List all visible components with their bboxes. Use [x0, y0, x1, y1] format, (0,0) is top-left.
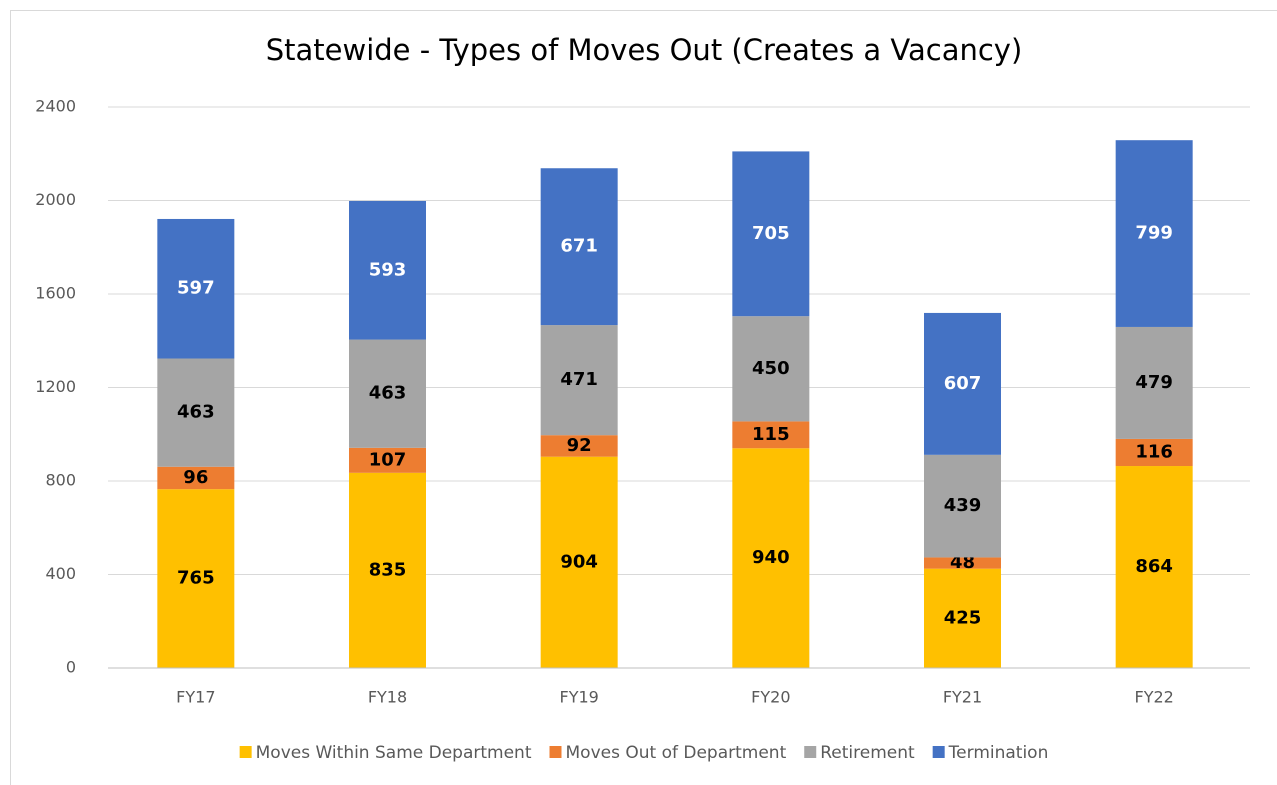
- bar-segment: [924, 312, 1001, 455]
- x-tick-label: FY18: [368, 688, 407, 707]
- bar-segment: [540, 435, 618, 457]
- legend-label: Retirement: [820, 743, 915, 763]
- data-label: 107: [369, 449, 407, 470]
- x-tick-label: FY22: [1134, 688, 1173, 707]
- data-label: 593: [369, 259, 407, 280]
- bar-segment: [1115, 326, 1193, 439]
- legend-label: Moves Out of Department: [566, 743, 787, 763]
- y-tick-label: 1600: [35, 284, 76, 303]
- y-tick-label: 2400: [35, 97, 76, 116]
- legend-swatch: [804, 746, 817, 758]
- bar-segment: [157, 218, 235, 359]
- y-tick-label: 800: [45, 471, 76, 490]
- data-label: 463: [369, 383, 407, 404]
- data-label: 607: [944, 373, 982, 394]
- bar-segment: [732, 421, 810, 449]
- bar-segment: [732, 151, 810, 317]
- bar-segment: [1115, 140, 1193, 327]
- data-label: 705: [752, 223, 790, 244]
- bar-segment: [924, 454, 1001, 558]
- data-label: 450: [752, 358, 790, 379]
- data-label: 471: [560, 369, 598, 390]
- bar-segment: [1115, 466, 1193, 668]
- chart-title: Statewide - Types of Moves Out (Creates …: [266, 33, 1023, 67]
- bar-segment: [1115, 438, 1193, 467]
- data-label: 671: [560, 236, 598, 257]
- y-tick-label: 2000: [35, 190, 76, 209]
- data-label: 864: [1135, 556, 1173, 577]
- data-label: 765: [177, 568, 215, 589]
- bar-segment: [924, 568, 1001, 668]
- legend-swatch: [932, 746, 945, 758]
- bar-segment: [540, 325, 618, 436]
- legend-swatch: [549, 746, 562, 758]
- data-label: 116: [1135, 441, 1173, 462]
- data-label: 439: [944, 495, 982, 516]
- y-tick-label: 1200: [35, 377, 76, 396]
- bar-segment: [349, 200, 426, 340]
- bar-segment: [924, 557, 1001, 569]
- data-label: 799: [1135, 223, 1173, 244]
- data-label: 463: [177, 402, 215, 423]
- bar-segment: [732, 448, 810, 668]
- bar-segment: [157, 358, 235, 467]
- x-tick-label: FY20: [751, 688, 790, 707]
- data-label: 96: [183, 467, 208, 488]
- bar-segment: [157, 466, 235, 490]
- data-label: 835: [369, 559, 407, 580]
- x-tick-label: FY21: [943, 688, 982, 707]
- data-label: 479: [1135, 372, 1173, 393]
- data-label: 940: [752, 547, 790, 568]
- bar-segment: [540, 168, 618, 326]
- data-label: 904: [560, 551, 598, 572]
- bar-segment: [349, 447, 426, 473]
- data-label: 597: [177, 278, 215, 299]
- bar-segment: [349, 472, 426, 668]
- x-tick-label: FY17: [176, 688, 215, 707]
- bar-segment: [540, 456, 618, 668]
- bar-segment: [349, 339, 426, 448]
- legend-label: Termination: [948, 743, 1049, 763]
- y-tick-label: 0: [66, 658, 76, 677]
- x-tick-label: FY19: [559, 688, 598, 707]
- data-label: 425: [944, 607, 982, 628]
- data-label: 92: [567, 435, 592, 456]
- legend-label: Moves Within Same Department: [256, 743, 532, 763]
- bar-segment: [157, 489, 235, 668]
- y-tick-label: 400: [45, 564, 76, 583]
- data-label: 115: [752, 424, 790, 445]
- legend-swatch: [239, 746, 252, 758]
- bar-segment: [732, 316, 810, 422]
